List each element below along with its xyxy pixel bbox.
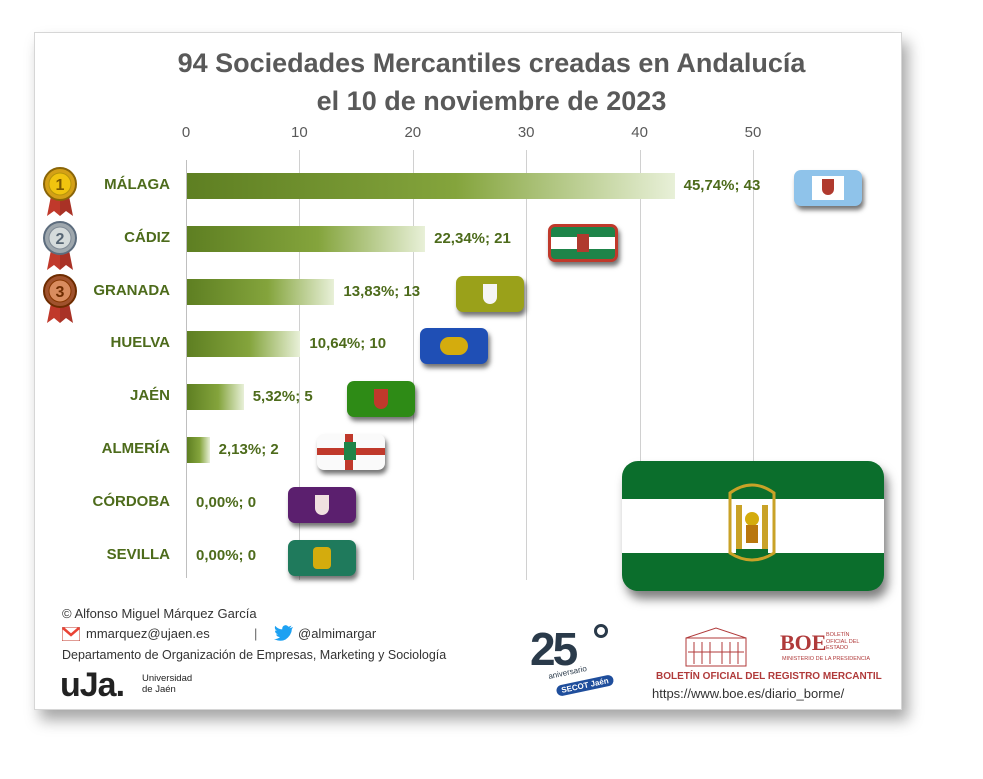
andalucia-flag-icon: [622, 461, 884, 591]
x-tick-label: 10: [291, 124, 308, 141]
gridline: [526, 150, 528, 580]
building-icon: [684, 624, 748, 668]
data-label: 45,74%; 43: [683, 177, 761, 194]
category-label: HUELVA: [110, 334, 170, 352]
boe-ministry: MINISTERIO DE LA PRESIDENCIA: [782, 656, 871, 662]
jaen-flag-icon: [347, 381, 415, 417]
boe-side-text: BOLETÍN OFICIAL DEL ESTADO: [826, 632, 860, 651]
data-label: 22,34%; 21: [434, 229, 511, 247]
medal-gold-icon: 1: [42, 166, 78, 218]
chart-card: [34, 32, 902, 710]
data-label: 13,83%; 13: [343, 282, 421, 300]
gmail-icon: [61, 626, 81, 642]
data-label: 0,00%; 0: [196, 493, 257, 511]
category-label: CÓRDOBA: [92, 492, 171, 510]
twitter-handle[interactable]: @almimargar: [298, 626, 377, 641]
x-tick-label: 0: [181, 124, 191, 141]
gridline: [753, 150, 754, 580]
medal-silver-icon: 2: [42, 220, 78, 272]
data-label: 5,32%; 5: [252, 388, 313, 406]
data-label: 2,13%; 2: [218, 441, 279, 458]
x-tick-label: 40: [631, 124, 648, 141]
bar: [187, 384, 244, 411]
department-name: Departamento de Organización de Empresas…: [62, 648, 447, 662]
author-email[interactable]: mmarquez@ujaen.es: [86, 626, 210, 641]
medal-silver-number: 2: [56, 231, 65, 248]
cordoba-flag-icon: [288, 487, 356, 523]
bar: [187, 437, 210, 463]
gridline: [639, 150, 641, 580]
author-credit: © Alfonso Miguel Márquez García: [62, 606, 257, 621]
y-axis-line: [186, 160, 187, 578]
x-tick-label: 50: [744, 124, 762, 141]
medal-bronze-icon: 3: [42, 273, 78, 325]
medal-gold-number: 1: [56, 177, 65, 194]
x-tick-label: 30: [517, 124, 535, 141]
gridline: [299, 150, 301, 580]
sevilla-flag-icon: [288, 540, 356, 576]
category-label: GRANADA: [93, 281, 170, 299]
huelva-flag-icon: [420, 328, 488, 364]
uja-name-line2: de Jaén: [142, 684, 176, 695]
secot-logo: 25 aniversario SECOT Jaén: [528, 620, 618, 700]
category-label: MÁLAGA: [104, 176, 170, 193]
secot-degree: [594, 624, 608, 638]
malaga-flag-icon: [794, 170, 862, 206]
boe-logo: BOE: [780, 630, 827, 655]
medal-bronze-number: 3: [56, 284, 65, 301]
uja-name-line1: Universidad: [142, 673, 193, 684]
footer-separator: |: [254, 626, 258, 641]
twitter-icon: [274, 625, 294, 641]
almeria-flag-icon: [317, 434, 385, 470]
x-tick-label: 20: [404, 124, 422, 141]
chart-title-line1: 94 Sociedades Mercantiles creadas en And…: [177, 48, 806, 78]
category-label: CÁDIZ: [124, 228, 170, 246]
category-label: ALMERÍA: [101, 440, 170, 457]
bar: [187, 278, 335, 305]
chart-title-line2: el 10 de noviembre de 2023: [316, 86, 667, 116]
uja-name: Universidad de Jaén: [142, 673, 192, 695]
data-label: 0,00%; 0: [196, 546, 257, 564]
category-label: JAÉN: [129, 387, 170, 405]
gridline: [412, 150, 414, 580]
bar: [187, 173, 675, 199]
secot-number: 25: [530, 623, 578, 675]
uja-logo: uJa.: [60, 666, 125, 704]
cadiz-flag-icon: [548, 224, 618, 262]
borme-title: BOLETÍN OFICIAL DEL REGISTRO MERCANTIL: [656, 671, 882, 682]
granada-flag-icon: [456, 276, 524, 312]
category-label: SEVILLA: [106, 545, 170, 563]
borme-url[interactable]: https://www.boe.es/diario_borme/: [652, 686, 845, 701]
bar: [187, 331, 301, 358]
bar: [187, 225, 426, 252]
data-label: 10,64%; 10: [309, 335, 387, 353]
